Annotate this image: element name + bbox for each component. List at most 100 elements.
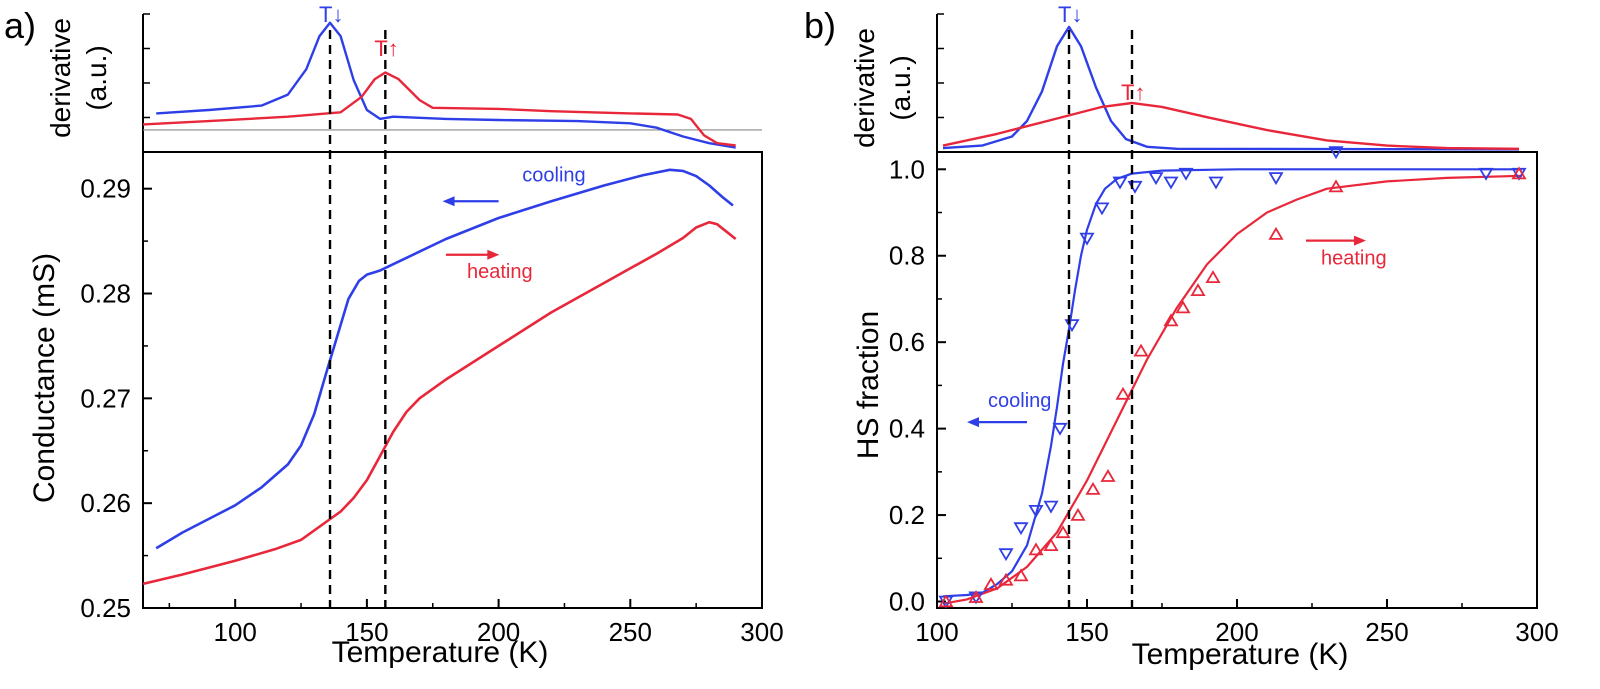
panel-b-derivative-ylabel-1: derivative [849, 28, 880, 148]
data-point-heating [1268, 226, 1284, 240]
panel-b-label: b) [804, 5, 836, 46]
data-point-heating [1511, 166, 1527, 180]
panel-b-cooling-label: cooling [988, 390, 1051, 412]
panel-b-heating-label: heating [1321, 247, 1387, 269]
panel-b-main-series [938, 146, 1527, 609]
x-tick-label: 200 [477, 617, 520, 647]
panel-a-derivative-ylabel-1: derivative [45, 18, 76, 138]
panel-a-xlabel: Temperature (K) [332, 636, 549, 669]
data-point-cooling [1094, 202, 1110, 216]
x-tick-label: 300 [740, 617, 783, 647]
main-y-tick-label: 0.26 [80, 488, 131, 518]
panel-a-ylabel: Conductance (mS) [28, 253, 61, 503]
data-point-heating [983, 577, 999, 590]
panel-a-transition-lines [328, 30, 387, 608]
panel-a-derivative-axes [142, 13, 762, 152]
x-tick-label: 250 [1365, 617, 1408, 647]
panel-a-peak-label-heating: T↑ [374, 36, 398, 61]
panel-b-peak-label-heating: T↑ [1121, 80, 1145, 105]
fit-line-heating [942, 174, 1523, 605]
main-axes-frame [936, 151, 1538, 609]
panel-a-label: a) [4, 5, 36, 46]
panel-b-derivative-ylabel-2: (a.u.) [885, 55, 916, 120]
data-point-cooling [1079, 232, 1095, 246]
main-y-tick-label: 0.28 [80, 279, 131, 309]
panel-b: b) 0.0 0.2 0.4 0.6 0.8 1.0 100 150 200 250 300 T↓ … [804, 2, 1559, 671]
data-point-heating [1070, 507, 1086, 521]
panel-a: a) 0.25 0.26 0.27 0.28 0.29 100 150 200 250 300 T… [4, 2, 784, 669]
panel-a-cooling-label: cooling [522, 164, 585, 186]
panel-b-annotations: T↓ T↑ cooling heating [967, 2, 1387, 428]
panel-a-peak-label-cooling: T↓ [319, 2, 343, 27]
panel-b-xlabel: Temperature (K) [1132, 638, 1349, 671]
main-y-tick-label: 0.2 [889, 500, 925, 530]
data-point-heating [1133, 343, 1149, 357]
data-point-heating [1175, 300, 1191, 314]
main-y-tick-label: 0.25 [80, 593, 131, 623]
panel-a-derivative-ylabel-2: (a.u.) [81, 45, 112, 110]
x-tick-label: 100 [915, 617, 958, 647]
main-y-tick-label: 1.0 [889, 154, 925, 184]
derivative-line-cooling [942, 25, 1520, 151]
data-point-cooling [1064, 319, 1080, 333]
data-point-cooling [1112, 176, 1128, 190]
annotation-arrowhead-heating [1354, 235, 1366, 246]
panel-a-derivative-series [142, 21, 736, 149]
derivative-line-heating [942, 101, 1520, 150]
data-point-heating [1163, 313, 1179, 327]
data-point-heating [938, 594, 954, 608]
annotation-arrowhead-heating [487, 249, 500, 260]
data-point-cooling [1013, 522, 1029, 536]
data-point-cooling [1268, 172, 1284, 186]
panel-b-main-axes: 0.0 0.2 0.4 0.6 0.8 1.0 100 150 200 250 300 [889, 151, 1559, 647]
data-point-cooling [1163, 176, 1179, 190]
data-point-cooling [1043, 500, 1059, 514]
panel-b-derivative-series [942, 25, 1520, 151]
fit-line-cooling [942, 168, 1522, 598]
conductance-line-cooling [155, 168, 734, 550]
annotation-arrowhead-cooling [967, 417, 979, 428]
data-point-heating [968, 590, 984, 603]
main-y-tick-label: 0.8 [889, 241, 925, 271]
data-point-heating [1205, 270, 1221, 284]
data-point-heating [1328, 179, 1344, 193]
main-y-tick-label: 0.4 [889, 414, 925, 444]
derivative-line-cooling [156, 21, 736, 149]
conductance-line-heating [142, 220, 737, 586]
data-point-heating [1028, 542, 1044, 556]
panel-a-heating-label: heating [467, 261, 533, 283]
data-point-heating [1115, 386, 1131, 400]
main-y-tick-label: 0.0 [889, 587, 925, 617]
data-point-cooling [1178, 167, 1194, 181]
data-point-heating [998, 572, 1014, 586]
data-point-heating [1055, 525, 1071, 539]
main-y-tick-label: 0.29 [80, 174, 131, 204]
derivative-line-heating [142, 71, 736, 147]
main-y-tick-label: 0.6 [889, 327, 925, 357]
data-point-heating [1043, 538, 1059, 551]
x-tick-label: 300 [1515, 617, 1558, 647]
annotation-arrowhead-cooling [442, 196, 455, 207]
main-axes-frame [142, 151, 763, 609]
panel-b-peak-label-cooling: T↓ [1058, 2, 1082, 27]
data-point-heating [1085, 481, 1101, 495]
x-tick-label: 200 [1215, 617, 1258, 647]
data-point-heating [1100, 469, 1116, 482]
data-point-cooling [998, 548, 1014, 562]
data-point-cooling [1208, 176, 1224, 190]
x-tick-label: 100 [213, 617, 256, 647]
data-point-cooling [1328, 146, 1344, 160]
data-point-cooling [1028, 504, 1044, 518]
x-tick-label: 150 [345, 617, 388, 647]
data-point-heating [1190, 283, 1206, 297]
panel-b-ylabel: HS fraction [852, 311, 885, 459]
data-point-cooling [1052, 422, 1068, 436]
panel-b-derivative-axes [936, 13, 944, 152]
panel-a-main-series [142, 168, 737, 586]
x-tick-label: 150 [1065, 617, 1108, 647]
x-tick-label: 250 [609, 617, 652, 647]
data-point-heating [1013, 568, 1029, 582]
main-y-tick-label: 0.27 [80, 383, 131, 413]
data-point-cooling [1478, 167, 1494, 181]
